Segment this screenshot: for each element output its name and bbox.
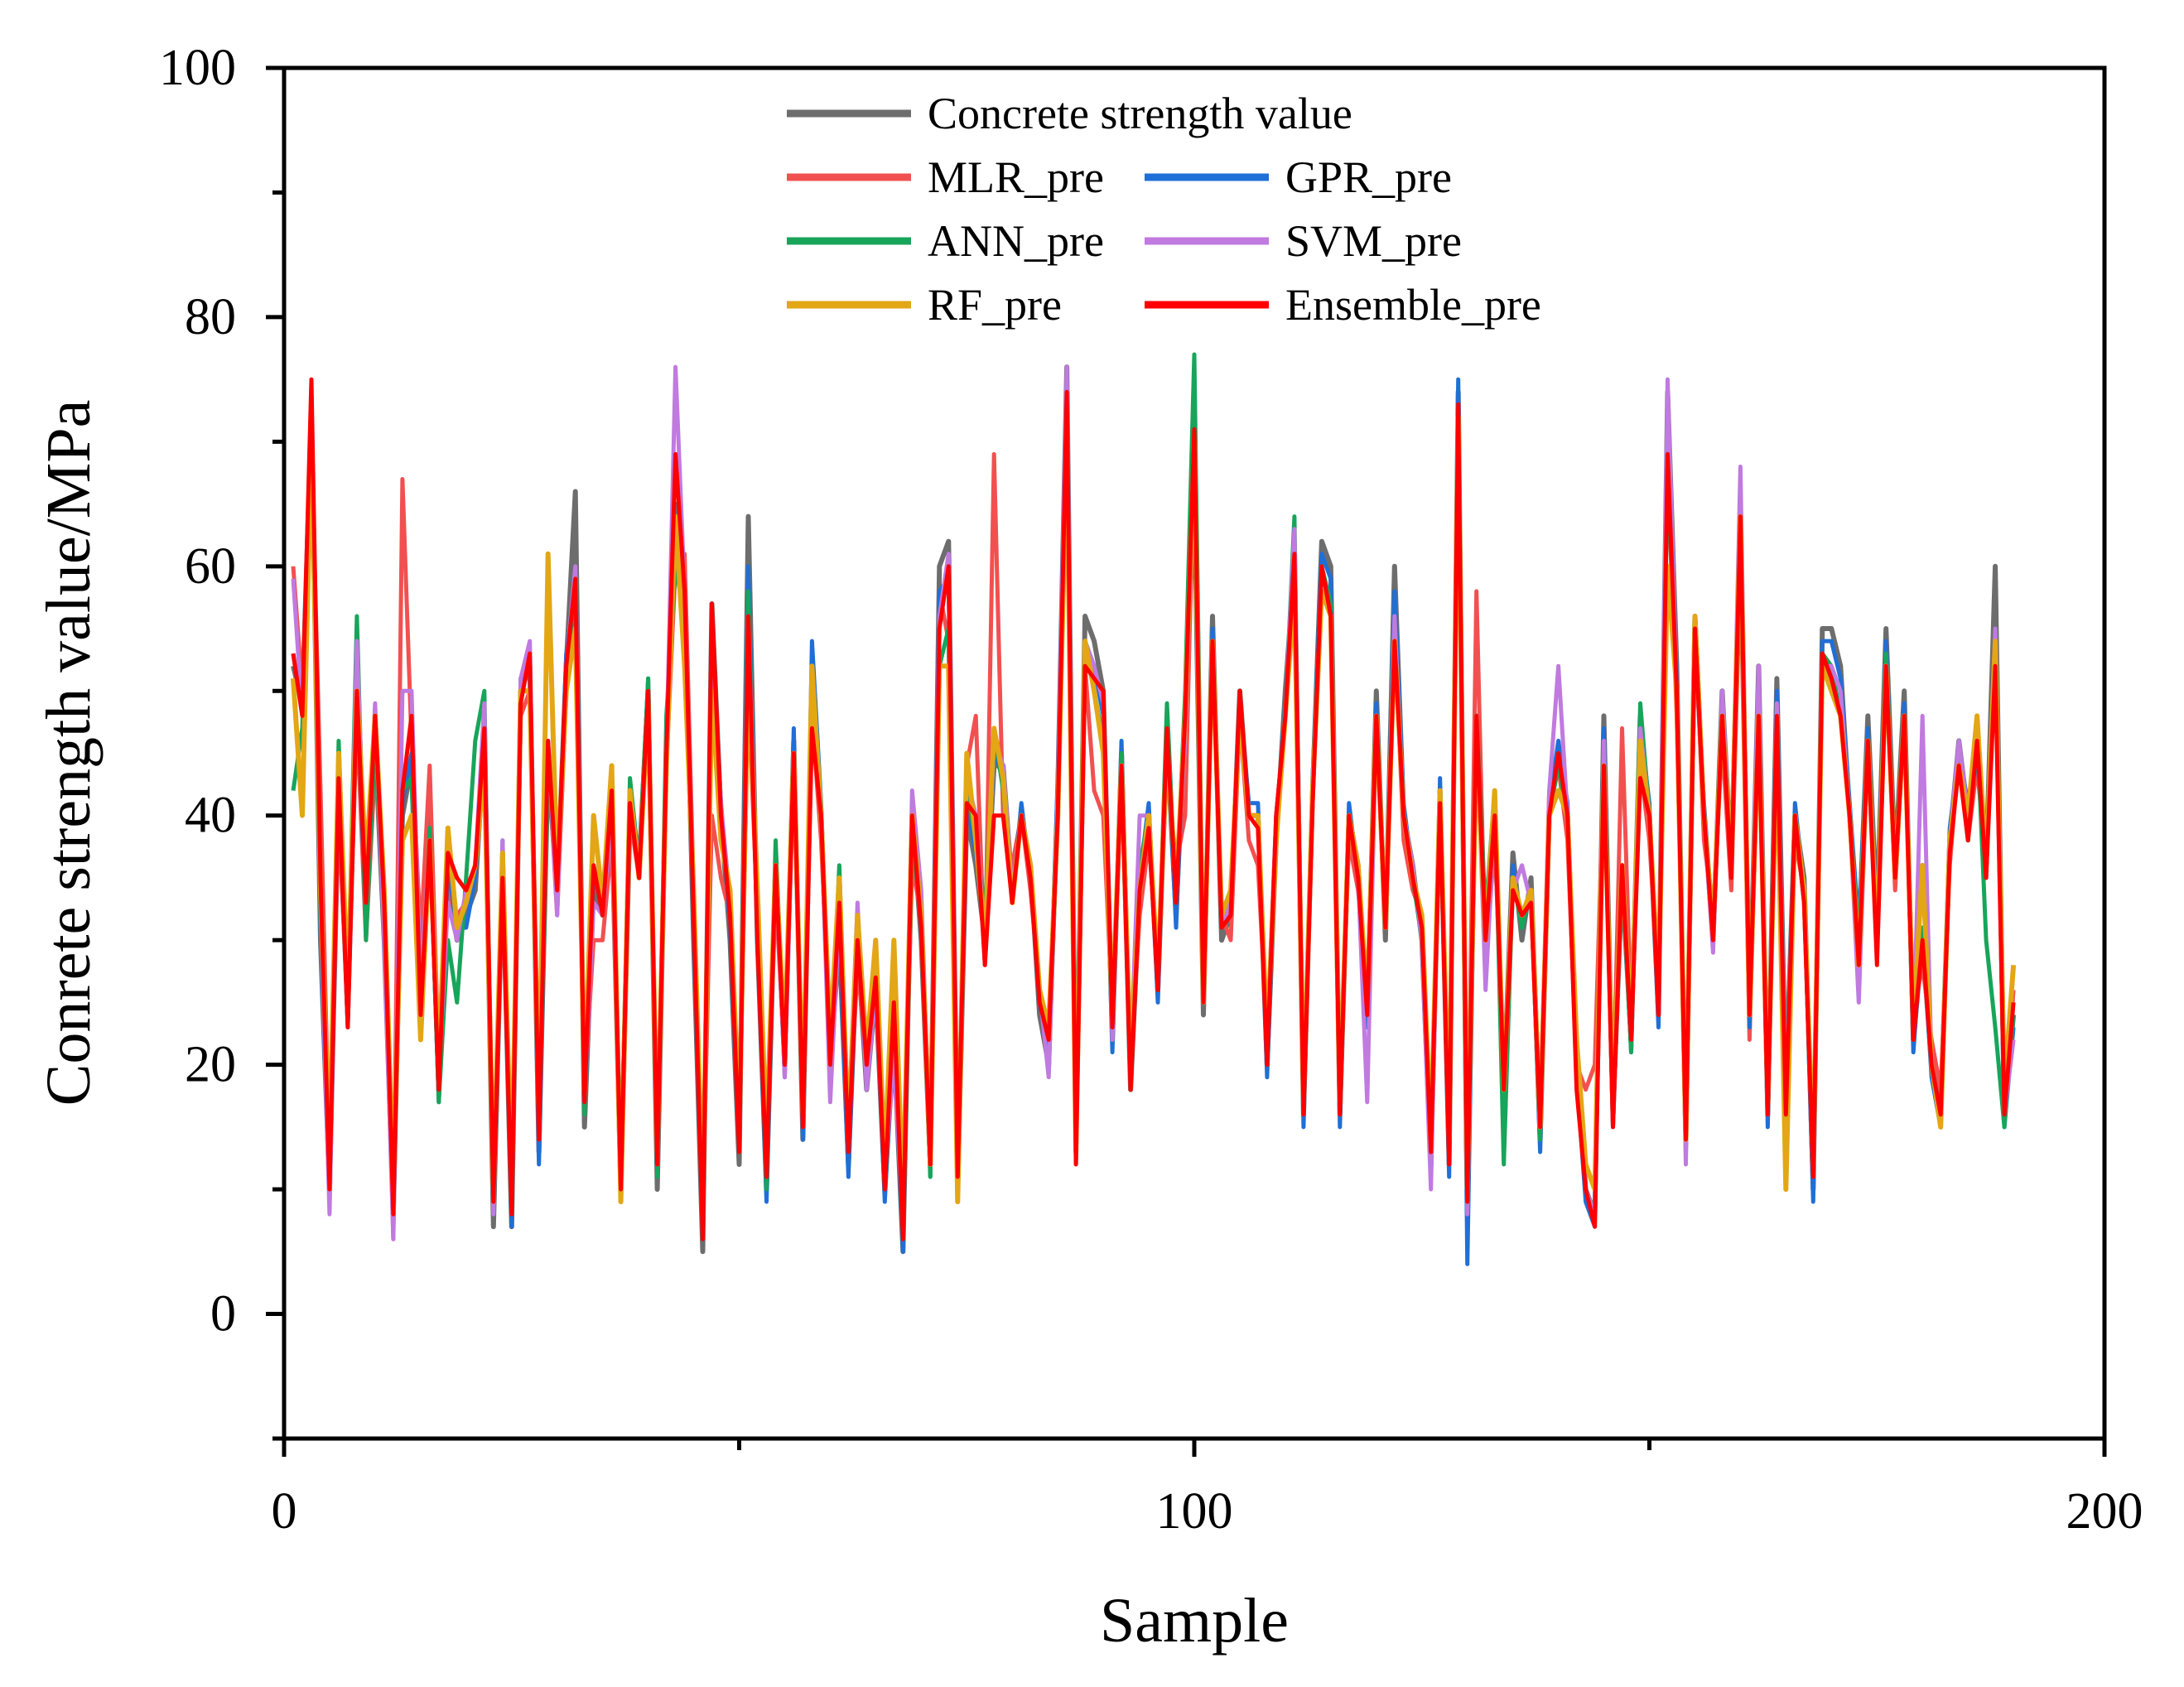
legend-label-mlr-pre: MLR_pre: [928, 152, 1104, 202]
x-axis-title: Sample: [1100, 1586, 1289, 1656]
legend-label-concrete-strength-value: Concrete strength value: [928, 89, 1352, 138]
y-tick-label: 100: [159, 40, 236, 96]
y-tick-label: 0: [210, 1286, 236, 1342]
y-tick-label: 60: [185, 538, 236, 595]
x-tick-label: 100: [1156, 1483, 1233, 1540]
y-tick-label: 80: [185, 289, 236, 345]
x-tick-label: 200: [2066, 1483, 2143, 1540]
x-tick-label: 0: [272, 1483, 297, 1540]
legend-label-svm-pre: SVM_pre: [1285, 216, 1462, 266]
series-lines: [291, 352, 2017, 1266]
legend-label-ann-pre: ANN_pre: [928, 216, 1104, 266]
y-tick-label: 40: [185, 788, 236, 844]
y-axis-title: Conrete strength value/MPa: [34, 400, 104, 1106]
legend-label-ensemble-pre: Ensemble_pre: [1285, 280, 1541, 330]
legend-label-gpr-pre: GPR_pre: [1285, 152, 1452, 202]
legend: Concrete strength value MLR_pre GPR_pre ANN…: [787, 89, 1541, 330]
axis-ticks: 0 100 200 0 20 40 60 80 100: [159, 40, 2143, 1540]
y-tick-label: 20: [185, 1037, 236, 1093]
legend-label-rf-pre: RF_pre: [928, 280, 1062, 330]
series-line-ensemble-pre: [291, 377, 2016, 1241]
plot-frame: [282, 65, 2107, 1441]
